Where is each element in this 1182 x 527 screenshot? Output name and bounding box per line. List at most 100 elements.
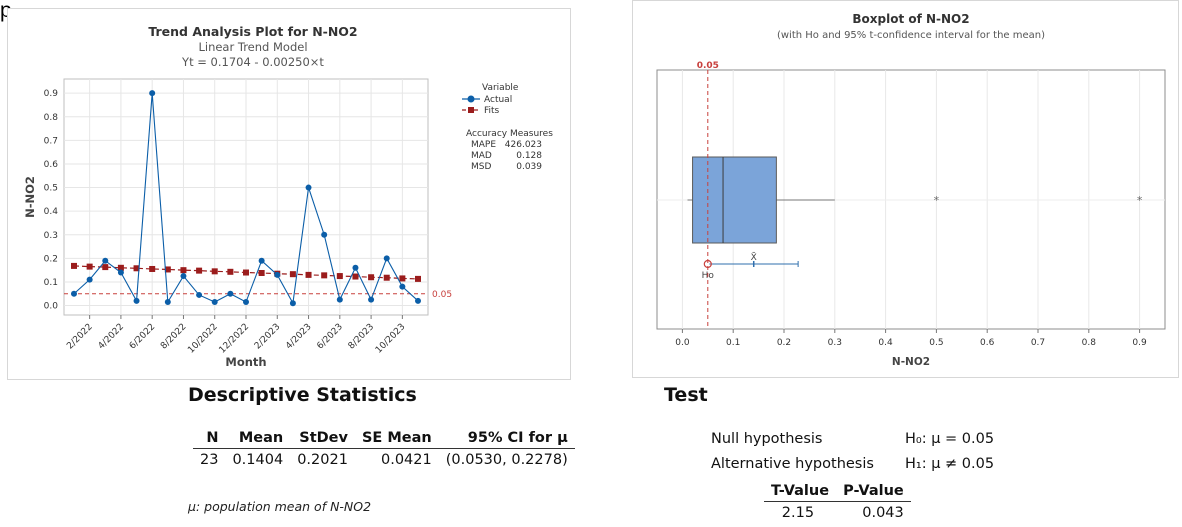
trend-xtick-label: 6/2023 (315, 322, 344, 351)
trend-chart: Trend Analysis Plot for N-NO2 Linear Tre… (23, 24, 553, 369)
boxplot-panel: Boxplot of N-NO2 (with Ho and 95% t-conf… (632, 0, 1179, 378)
fits-point (71, 262, 77, 269)
accuracy-mape-value: 426.023 (505, 140, 542, 150)
boxplot-box (692, 156, 777, 244)
accuracy-mape-label: MAPE (471, 140, 496, 150)
legend-actual-marker (467, 95, 475, 103)
trend-ylabel: N-NO2 (23, 176, 37, 218)
trend-ytick-label: 0.7 (44, 136, 58, 146)
trend-xtick-label: 2/2023 (253, 322, 282, 351)
desc-header-semean: SE Mean (354, 428, 439, 449)
boxplot-reference-label: 0.05 (697, 61, 719, 71)
boxplot-xtick-label: 0.1 (726, 338, 740, 348)
fits-point (243, 269, 249, 276)
test-title: Test (664, 384, 708, 406)
trend-ytick-label: 0.4 (44, 207, 59, 217)
accuracy-mad-label: MAD (471, 151, 492, 161)
fits-point (415, 275, 421, 282)
trend-xtick-label: 10/2023 (374, 322, 408, 356)
boxplot-title: Boxplot of N-NO2 (852, 12, 969, 26)
fits-point (399, 275, 406, 282)
fits-point (117, 264, 124, 271)
alt-hypothesis-value: H₁: μ ≠ 0.05 (905, 456, 995, 472)
fits-point (227, 268, 234, 275)
boxplot-xlabel: N-NO2 (892, 356, 930, 368)
trend-xtick-label: 4/2023 (284, 322, 313, 351)
trend-reference-label: 0.05 (432, 290, 452, 300)
accuracy-msd-value: 0.039 (516, 162, 542, 172)
actual-point (383, 255, 390, 262)
boxplot-xtick-label: 0.7 (1031, 338, 1045, 348)
accuracy-mad-value: 0.128 (516, 151, 542, 161)
legend-title: Variable (482, 83, 519, 93)
fits-point (149, 265, 156, 272)
actual-point (196, 291, 203, 298)
fits-point (368, 274, 375, 281)
boxplot-outlier: * (934, 194, 940, 207)
actual-point (368, 296, 375, 303)
boxplot-outlier: * (1137, 194, 1143, 207)
legend-fits-marker (468, 107, 474, 113)
boxplot-xtick-label: 0.5 (929, 338, 943, 348)
trend-xlabel: Month (225, 355, 266, 369)
boxplot-xtick-label: 0.9 (1132, 338, 1147, 348)
test-header-tvalue: T-Value (764, 481, 837, 502)
actual-point (258, 257, 265, 264)
trend-ytick-label: 0.1 (44, 278, 58, 288)
fits-point (321, 272, 328, 279)
trend-xtick-label: 8/2022 (159, 322, 188, 351)
trend-ytick-label: 0.5 (44, 184, 58, 194)
descriptive-title: Descriptive Statistics (188, 384, 417, 406)
desc-value-semean: 0.0421 (380, 452, 432, 468)
boxplot-mean-label: X̄ (751, 251, 757, 263)
actual-point (289, 300, 296, 307)
fits-point (211, 268, 218, 275)
fits-point (336, 273, 343, 280)
null-hypothesis-value: H₀: μ = 0.05 (905, 431, 995, 447)
alt-hypothesis-label: Alternative hypothesis (711, 456, 874, 472)
accuracy-title: Accuracy Measures (466, 129, 553, 139)
actual-point (305, 184, 312, 191)
trend-chart-panel: Trend Analysis Plot for N-NO2 Linear Tre… (7, 8, 571, 380)
fits-point (164, 266, 171, 273)
boxplot-chart: Boxplot of N-NO2 (with Ho and 95% t-conf… (656, 12, 1166, 368)
fits-point (86, 263, 93, 270)
fits-point (352, 273, 359, 280)
test-value-p: 0.043 (862, 505, 904, 521)
fits-point (196, 267, 203, 274)
actual-point (274, 271, 281, 278)
actual-point (102, 257, 109, 264)
fits-point (305, 271, 312, 278)
boxplot-xtick-label: 0.2 (777, 338, 791, 348)
boxplot-xtick-label: 0.6 (980, 338, 995, 348)
actual-point (71, 290, 77, 297)
trend-ytick-label: 0.0 (44, 302, 59, 312)
trend-xtick-label: 10/2022 (186, 322, 220, 356)
fits-point (133, 265, 140, 272)
trend-ytick-label: 0.8 (44, 113, 59, 123)
fits-point (289, 271, 296, 278)
trend-xtick-label: 12/2022 (218, 322, 252, 356)
trend-ytick-label: 0.9 (44, 89, 59, 99)
test-value-t: 2.15 (781, 505, 815, 521)
actual-point (133, 297, 140, 304)
trend-ytick-label: 0.3 (44, 231, 58, 241)
trend-ytick-label: 0.6 (44, 160, 59, 170)
trend-equation: Yt = 0.1704 - 0.00250×t (181, 55, 324, 69)
null-hypothesis-label: Null hypothesis (711, 431, 823, 447)
trend-xtick-label: 6/2022 (128, 322, 157, 351)
boxplot-xtick-label: 0.8 (1082, 338, 1097, 348)
actual-point (399, 283, 406, 290)
boxplot-xtick-label: 0.0 (675, 338, 690, 348)
desc-value-n: 23 (200, 452, 219, 468)
boxplot-xtick-label: 0.3 (828, 338, 842, 348)
actual-point (321, 231, 328, 238)
trend-subtitle: Linear Trend Model (198, 40, 307, 54)
trend-xtick-label: 8/2023 (347, 322, 376, 351)
actual-point (211, 299, 218, 306)
boxplot-subtitle: (with Ho and 95% t-confidence interval f… (777, 30, 1045, 41)
mu-note: μ: population mean of N-NO2 (188, 499, 372, 514)
fits-point (258, 269, 265, 276)
desc-header-mean: Mean (225, 428, 291, 449)
actual-point (164, 299, 171, 306)
